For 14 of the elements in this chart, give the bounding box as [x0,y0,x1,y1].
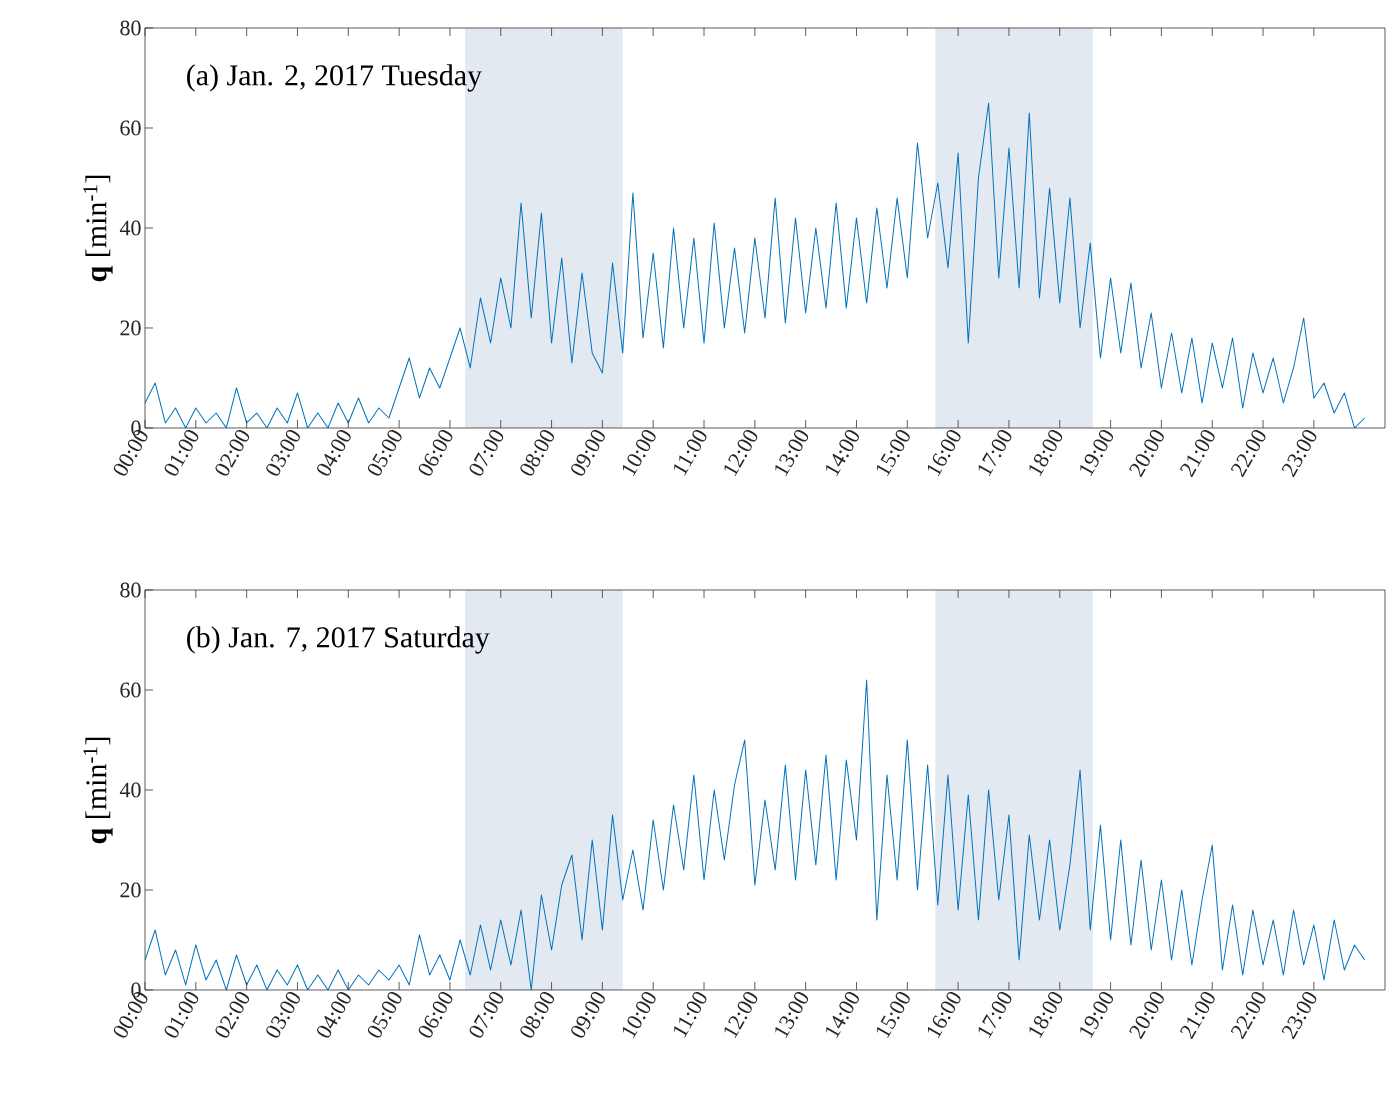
y-tick-label: 80 [120,582,141,598]
text: (a) Jan. 2, 2017 Tuesday [187,64,483,92]
y-axis-title: q [min$^{-1}$] [83,737,113,844]
line-series [145,102,1366,428]
y-tick-label: 40 [119,220,141,236]
y-tick-label: 60 [120,682,141,698]
text: (b) Jan. 7, 2017 Saturday [187,626,490,654]
y-tick-label: 20 [120,882,141,898]
y-tick-label: 20 [120,320,141,336]
y-axis-title: q [min$^{-1}$] [83,175,113,282]
y-tick-label: 60 [120,120,141,136]
line-series [145,679,1366,990]
y-tick-label: 40 [119,782,141,798]
y-tick-label: 80 [120,20,141,36]
